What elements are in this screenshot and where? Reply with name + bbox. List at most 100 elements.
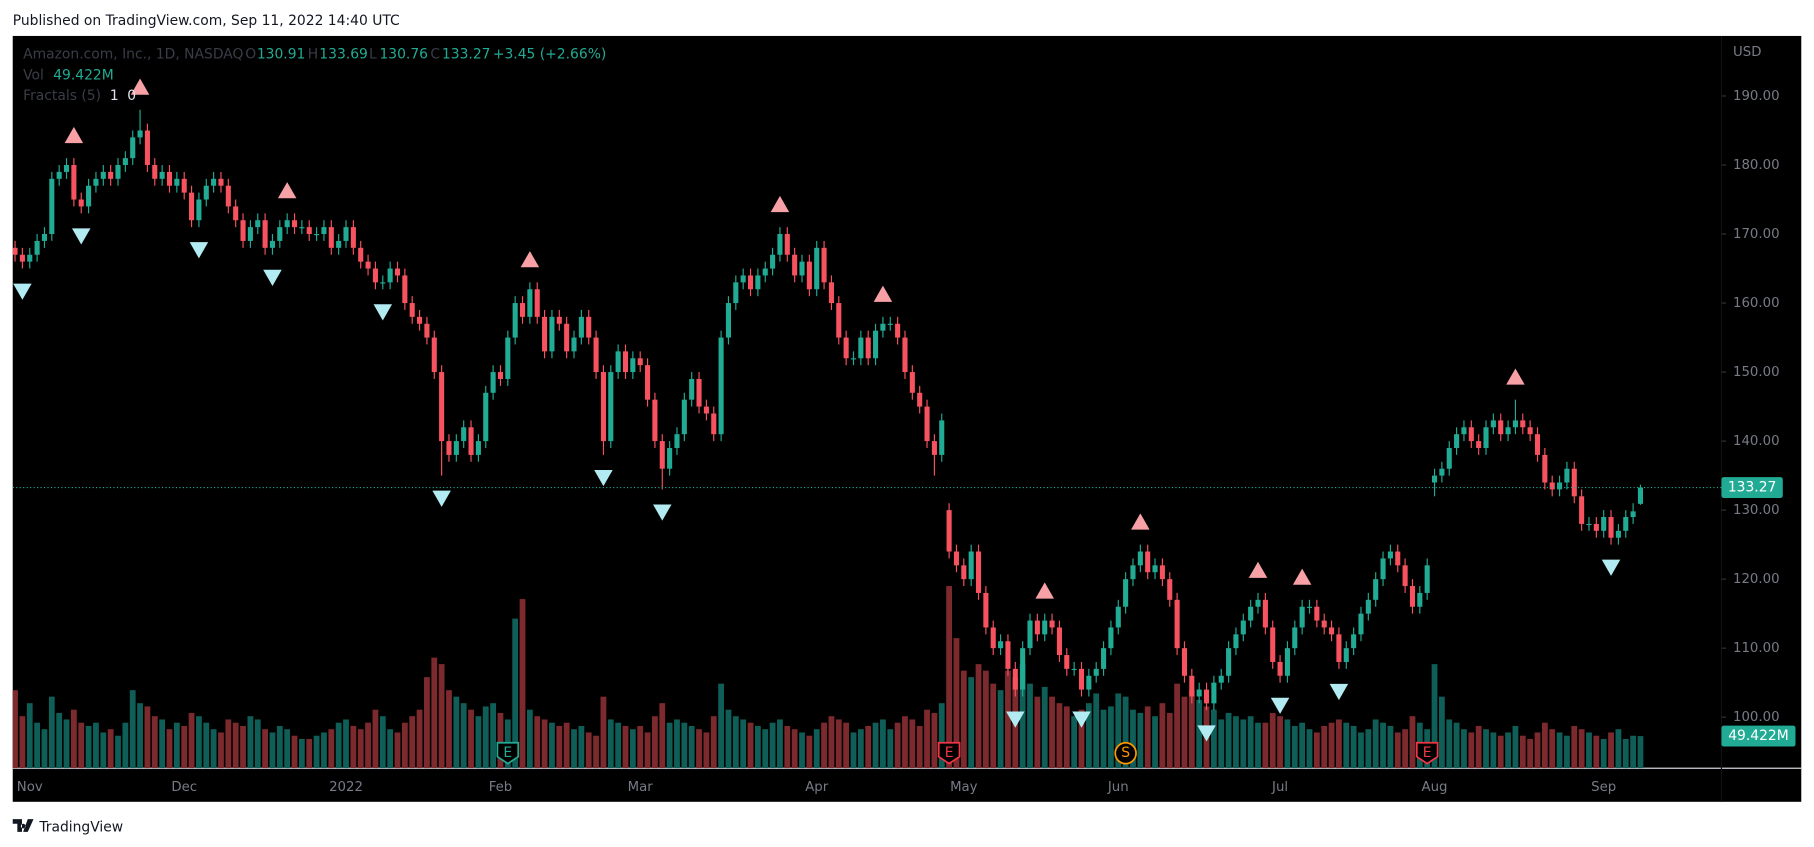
fractal-up xyxy=(1248,561,1268,578)
candle-body xyxy=(821,247,827,283)
volume-bar xyxy=(196,716,202,769)
volume-bar xyxy=(122,722,129,769)
candle-body xyxy=(247,227,253,241)
candle-body xyxy=(622,351,629,373)
volume-bar xyxy=(1512,725,1519,769)
volume-bar xyxy=(1269,712,1276,769)
volume-bar xyxy=(1387,725,1394,769)
volume-bar xyxy=(284,729,291,769)
fractal-down xyxy=(1072,711,1091,728)
y-tick-label: 150.00 xyxy=(1733,365,1780,380)
chart-pane xyxy=(12,35,1802,802)
volume-bar xyxy=(438,664,445,769)
volume-bar xyxy=(1321,725,1328,769)
volume-value: 49.422M xyxy=(53,67,114,83)
candle-body xyxy=(1402,565,1408,587)
candle-body xyxy=(262,220,268,248)
candle-body xyxy=(343,227,349,241)
candle-body xyxy=(1424,565,1430,593)
change: +3.45 (+2.66%) xyxy=(493,46,606,62)
candle-body xyxy=(880,323,886,331)
candle-body xyxy=(27,254,33,262)
candle-body xyxy=(747,275,754,290)
y-tick-label: 100.00 xyxy=(1733,710,1780,725)
volume-bar xyxy=(1093,693,1100,769)
volume-bar xyxy=(335,722,342,769)
volume-bar xyxy=(791,729,798,769)
candle-body xyxy=(1483,427,1489,448)
volume-bar xyxy=(166,729,173,769)
candle-body xyxy=(902,337,908,373)
y-tick-label: 190.00 xyxy=(1733,89,1780,104)
volume-bar xyxy=(777,719,783,769)
candle-body xyxy=(1446,447,1452,469)
volume-bar xyxy=(1438,696,1445,769)
candle-body xyxy=(417,316,423,324)
candle-body xyxy=(468,427,474,455)
volume-bar xyxy=(762,729,769,769)
candle-body xyxy=(586,316,592,338)
volume-bar xyxy=(1608,732,1614,769)
volume-bar xyxy=(622,725,629,769)
candle-body xyxy=(983,592,989,628)
fractal-up xyxy=(277,182,297,199)
volume-bar xyxy=(1166,712,1173,769)
ohlc-value: 130.76 xyxy=(379,46,428,62)
volume-bar xyxy=(1122,696,1129,769)
volume-bar xyxy=(1225,712,1232,769)
candle-body xyxy=(78,199,84,207)
volume-bar xyxy=(813,729,820,769)
candle-body xyxy=(1439,468,1445,476)
candle-body xyxy=(1564,468,1570,483)
fractal-up xyxy=(520,251,540,268)
volume-bar xyxy=(725,709,732,769)
volume-bar xyxy=(1196,699,1203,769)
candle-body xyxy=(755,275,761,290)
volume-bar xyxy=(1365,729,1372,769)
volume-bar xyxy=(129,690,136,769)
volume-bar xyxy=(1328,722,1335,769)
candle-body xyxy=(490,372,496,393)
candle-body xyxy=(1137,551,1143,566)
volume-bar xyxy=(740,719,747,769)
volume-bar xyxy=(1394,732,1401,769)
volume-bar xyxy=(1541,722,1548,769)
volume-bar xyxy=(806,735,813,769)
candle-body xyxy=(1292,627,1298,649)
volume-bar xyxy=(1600,738,1607,769)
candle-body xyxy=(1086,675,1092,690)
volume-bar xyxy=(1144,706,1151,769)
candle-body xyxy=(895,323,901,338)
volume-bar xyxy=(409,716,416,769)
candle-body xyxy=(71,165,77,200)
volume-bar xyxy=(563,722,570,769)
candle-body xyxy=(1233,634,1239,649)
candle-body xyxy=(1101,648,1107,669)
indicator-value: 1 xyxy=(110,88,119,104)
volume-bar xyxy=(1181,696,1188,769)
candle-body xyxy=(814,247,820,290)
candle-body xyxy=(659,441,665,469)
brand-name: TradingView xyxy=(38,819,123,835)
candle-body xyxy=(1020,648,1026,690)
volume-bar xyxy=(78,722,85,769)
volume-bar xyxy=(1615,729,1622,769)
candle-body xyxy=(968,551,974,580)
volume-bar xyxy=(585,732,592,769)
volume-bar xyxy=(1152,716,1158,769)
event-marker xyxy=(1114,741,1137,765)
volume-bar xyxy=(1564,735,1570,769)
candle-body xyxy=(291,220,298,228)
fractal-down xyxy=(1197,725,1216,742)
volume-bar xyxy=(1240,719,1247,769)
ohlc-key: O xyxy=(245,46,256,62)
candle-body xyxy=(49,178,55,235)
volume-bar xyxy=(210,729,217,769)
volume-bar xyxy=(1277,716,1283,769)
candle-body xyxy=(144,130,150,166)
event-marker xyxy=(1415,741,1439,765)
candle-body xyxy=(1520,420,1526,428)
candle-body xyxy=(1351,634,1357,649)
volume-bar xyxy=(1527,738,1534,769)
candle-body xyxy=(1226,648,1232,676)
